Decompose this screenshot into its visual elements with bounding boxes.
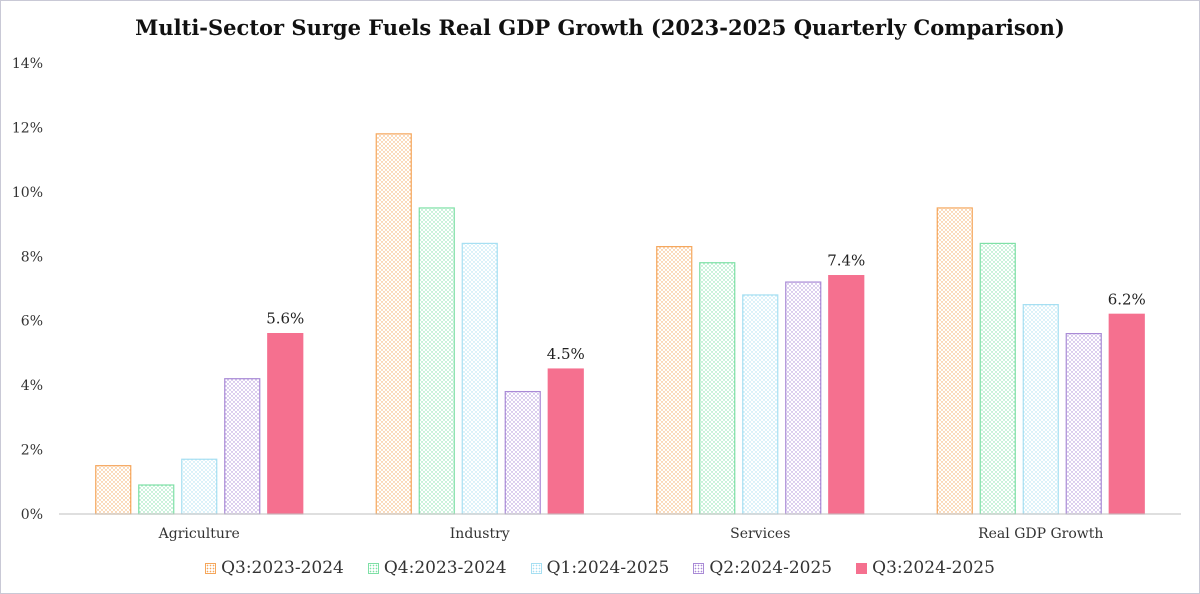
data-labels: 5.6% 4.5% 7.4% 6.2% <box>266 252 1146 363</box>
bar <box>267 333 304 515</box>
bar <box>936 207 973 515</box>
legend: Q3:2023-2024 Q4:2023-2024 Q1:2024-2025 Q2:2… <box>1 558 1199 578</box>
legend-item: Q3:2023-2024 <box>205 558 344 578</box>
bar <box>1065 333 1102 515</box>
bar-chart-plot: 0% 2% 4% 6% 8% 10% 12% 14% Agriculture Industry S… <box>12 56 1181 542</box>
bar <box>95 465 132 515</box>
x-tick-label: Agriculture <box>158 526 240 542</box>
bar <box>1108 313 1145 515</box>
data-label: 5.6% <box>266 310 304 328</box>
x-tick-label: Real GDP Growth <box>978 526 1103 542</box>
legend-swatch <box>205 562 217 574</box>
y-tick-label: 2% <box>21 443 43 459</box>
legend-swatch <box>367 562 379 574</box>
legend-swatch <box>530 562 542 574</box>
bar <box>699 262 736 515</box>
data-label: 4.5% <box>547 345 585 363</box>
legend-item: Q2:2024-2025 <box>693 558 832 578</box>
x-axis: Agriculture Industry Services Real GDP Grow… <box>59 513 1181 542</box>
bar <box>375 133 412 515</box>
bar <box>785 281 822 515</box>
bar <box>656 246 693 515</box>
y-tick-label: 10% <box>12 185 43 201</box>
legend-item: Q3:2024-2025 <box>856 558 995 578</box>
legend-label: Q3:2023-2024 <box>221 558 344 578</box>
x-tick-label: Services <box>730 526 790 542</box>
bar <box>742 294 779 515</box>
y-tick-label: 8% <box>21 249 43 265</box>
bar <box>504 390 541 515</box>
y-tick-label: 6% <box>21 314 43 330</box>
bar-group <box>95 133 1145 515</box>
legend-swatch <box>856 562 868 574</box>
bar <box>547 368 584 515</box>
legend-item: Q1:2024-2025 <box>530 558 670 578</box>
legend-swatch <box>693 562 705 574</box>
legend-label: Q3:2024-2025 <box>872 558 995 578</box>
bar <box>828 275 865 515</box>
legend-label: Q1:2024-2025 <box>546 558 670 578</box>
legend-item: Q4:2023-2024 <box>367 558 507 578</box>
bar <box>418 207 455 515</box>
y-tick-label: 12% <box>12 120 43 136</box>
data-label: 6.2% <box>1108 290 1146 308</box>
bar <box>181 458 218 515</box>
legend-label: Q4:2023-2024 <box>383 558 507 578</box>
y-axis: 0% 2% 4% 6% 8% 10% 12% 14% <box>12 56 43 523</box>
y-tick-label: 14% <box>12 56 43 72</box>
bar <box>138 484 175 515</box>
x-tick-label: Industry <box>450 526 510 542</box>
data-label: 7.4% <box>827 252 865 270</box>
legend-label: Q2:2024-2025 <box>709 558 833 578</box>
bar <box>224 378 261 515</box>
y-tick-label: 0% <box>21 507 43 523</box>
bar <box>461 242 498 515</box>
chart-title: Multi-Sector Surge Fuels Real GDP Growth… <box>135 15 1065 40</box>
y-tick-label: 4% <box>21 378 43 394</box>
bar <box>979 242 1016 515</box>
bar <box>1022 304 1059 515</box>
